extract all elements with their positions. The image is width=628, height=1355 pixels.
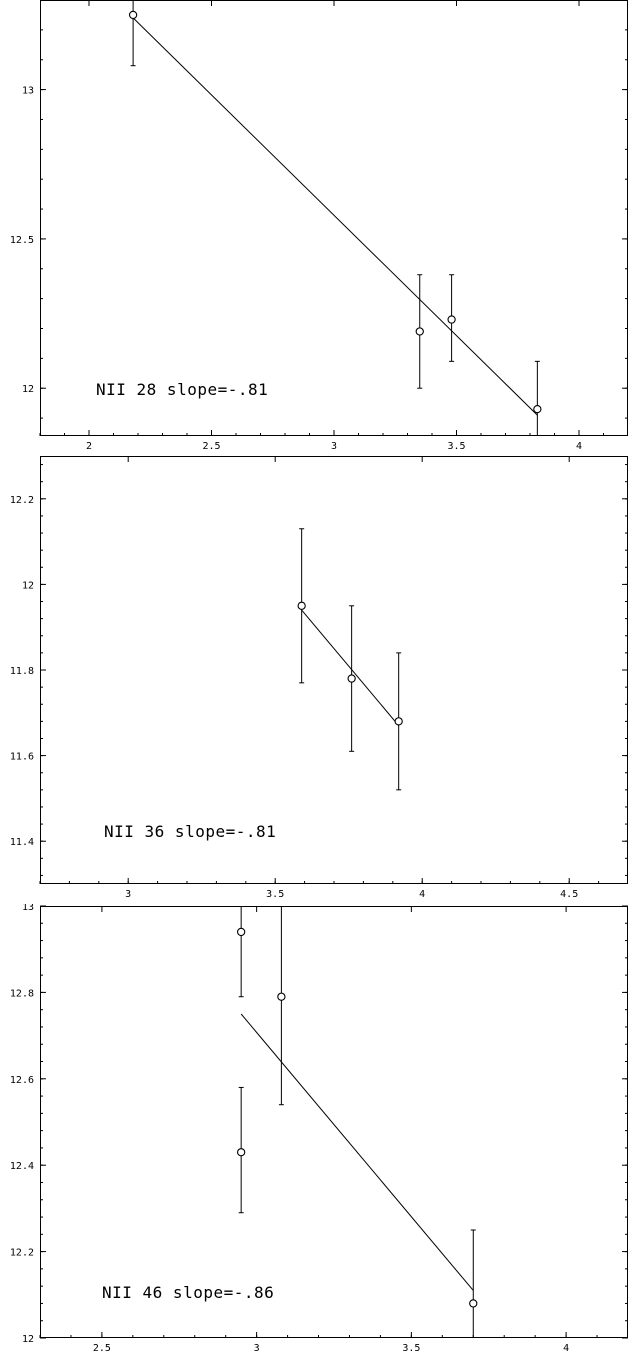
y-tick-label: 12.2 [10, 1248, 34, 1259]
y-tick-label: 11.4 [10, 837, 34, 848]
x-tick-label: 4.5 [560, 889, 578, 900]
y-tick-label: 12 [22, 384, 34, 395]
slope-annotation: NII 28 slope=-.81 [96, 380, 268, 399]
y-tick-label: 12 [22, 1334, 34, 1345]
x-tick-label: 2.5 [202, 441, 220, 452]
data-point [415, 327, 424, 336]
plot-frame [40, 906, 628, 1338]
x-tick-label: 2 [86, 441, 92, 452]
data-point [128, 10, 138, 20]
x-tick-label: 3 [125, 889, 131, 900]
y-tick-label: 12.5 [10, 235, 34, 246]
data-point [297, 601, 306, 610]
data-point [237, 1148, 246, 1157]
x-tick-label: 4 [419, 889, 425, 900]
x-tick-label: 3 [254, 1343, 260, 1354]
data-point [469, 1299, 478, 1308]
fit-line [132, 17, 538, 416]
chart-panel-nii-36: 3 3.5 4 4.5 11.4 11.6 11.8 12 12.2 NII 36 slope=-… [10, 456, 628, 900]
y-tick-label: 11.6 [10, 752, 34, 763]
data-point [447, 315, 456, 324]
x-tick-label: 4 [576, 441, 582, 452]
plot-frame [40, 456, 628, 884]
y-tick-label: 12.8 [10, 988, 34, 999]
slope-annotation: NII 46 slope=-.86 [102, 1283, 274, 1302]
x-tick-label: 3.5 [402, 1343, 420, 1354]
y-tick-label: 12.6 [10, 1075, 34, 1086]
data-point [533, 404, 542, 414]
y-tick-label: 12.4 [10, 1161, 34, 1172]
fit-line [301, 609, 400, 726]
x-tick-label: 4 [563, 1343, 569, 1354]
fit-line [240, 1013, 474, 1291]
data-point [347, 674, 356, 683]
y-tick-label: 11.8 [10, 666, 34, 677]
data-point [237, 927, 246, 937]
x-tick-label: 3.5 [266, 889, 284, 900]
data-point [394, 717, 403, 726]
chart-panel-nii-46: 2.5 3 3.5 4 12 12.2 12.4 12.6 12.8 13 NII 46 slope… [10, 904, 628, 1354]
chart-panel-nii-28: 2 2.5 3 3.5 4 12 12.5 13 NII 28 slope=-.81 [10, 0, 628, 452]
y-tick-label: 12.2 [10, 495, 34, 506]
plot-frame [40, 0, 628, 436]
x-tick-label: 3.5 [447, 441, 465, 452]
x-tick-label: 2.5 [93, 1343, 111, 1354]
y-tick-label: 13 [22, 86, 34, 97]
y-tick-label: 13 [22, 904, 34, 913]
x-tick-label: 3 [331, 441, 337, 452]
data-point [277, 992, 286, 1001]
y-tick-label: 12 [22, 580, 34, 591]
slope-annotation: NII 36 slope=-.81 [104, 822, 276, 841]
